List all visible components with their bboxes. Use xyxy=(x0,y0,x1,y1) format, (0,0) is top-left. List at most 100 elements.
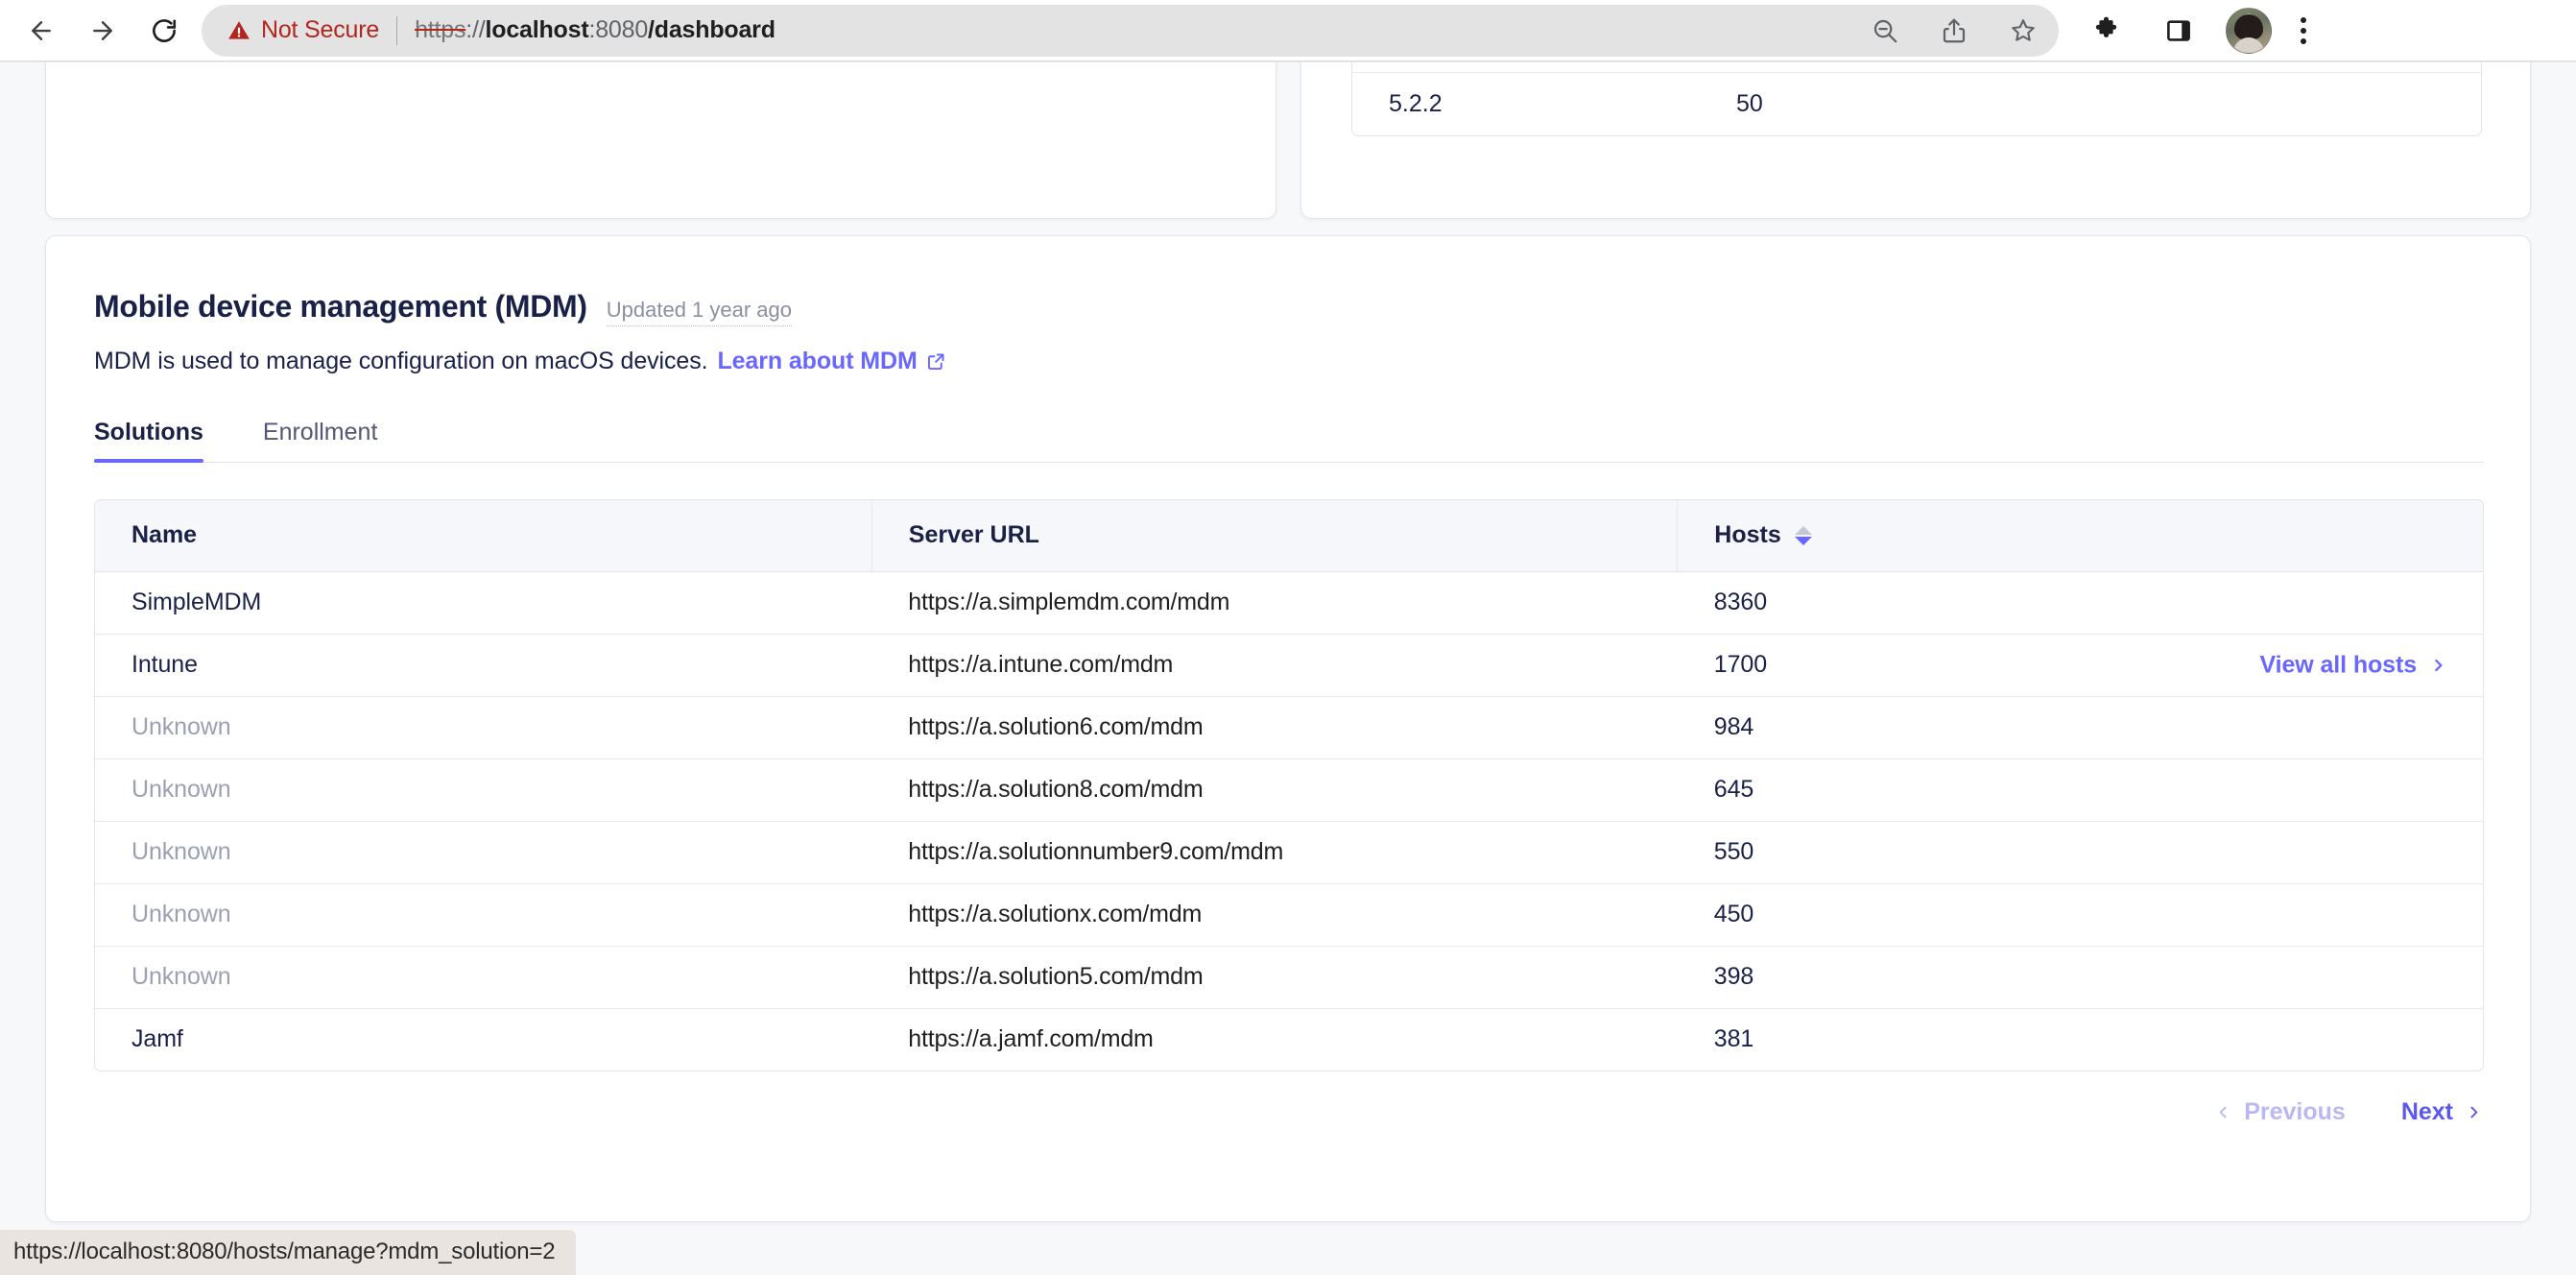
cell-server-url: https://a.solutionnumber9.com/mdm xyxy=(908,838,1284,865)
omnibox-actions xyxy=(1863,5,2045,57)
tab-solutions-label: Solutions xyxy=(94,419,203,445)
reload-icon[interactable] xyxy=(138,5,190,57)
table-row[interactable]: Intune https://a.intune.com/mdm 1700 Vie… xyxy=(95,634,2483,696)
cell-name: Unknown xyxy=(131,838,231,865)
cell-name: Jamf xyxy=(131,1025,183,1053)
cell-hosts: 645 xyxy=(1678,758,2483,821)
view-all-hosts-label: View all hosts xyxy=(2259,651,2418,678)
url-scheme: https xyxy=(415,16,466,43)
sort-descending-icon xyxy=(1794,536,1812,545)
cell-hosts-value: 984 xyxy=(1713,713,1754,740)
previous-page-button[interactable]: Previous xyxy=(2215,1098,2346,1126)
column-header-name-label: Name xyxy=(131,521,198,549)
cell-name: SimpleMDM xyxy=(131,589,262,615)
next-page-label: Next xyxy=(2400,1098,2453,1125)
url-path: /dashboard xyxy=(648,16,775,43)
hosts-sort-button[interactable]: Hosts xyxy=(1714,521,1812,549)
cell-server-url: https://a.solution8.com/mdm xyxy=(908,776,1204,803)
mdm-description-text: MDM is used to manage configuration on m… xyxy=(94,348,708,374)
cell-hosts: 450 xyxy=(1678,883,2483,946)
cell-server-url: https://a.solution6.com/mdm xyxy=(908,713,1204,740)
not-secure-label: Not Secure xyxy=(261,16,380,43)
cell-hosts-value: 550 xyxy=(1713,838,1754,865)
cell-hosts-value: 398 xyxy=(1713,963,1754,990)
chevron-right-icon xyxy=(2435,659,2443,671)
table-row[interactable]: SimpleMDM https://a.simplemdm.com/mdm 83… xyxy=(95,571,2483,634)
cell-server-url: https://a.simplemdm.com/mdm xyxy=(908,589,1230,615)
top-right-card: 5.2.3 112 5.2.2 50 xyxy=(1300,62,2531,219)
column-header-server-url[interactable]: Server URL xyxy=(871,500,1679,572)
bookmark-star-icon[interactable] xyxy=(2001,9,2045,53)
address-bar[interactable]: Not Secure https://localhost:8080/dashbo… xyxy=(202,4,2059,57)
table-row[interactable]: Unknown https://a.solution8.com/mdm 645 xyxy=(95,758,2483,821)
not-secure-indicator[interactable]: Not Secure xyxy=(227,16,379,44)
zoom-out-icon[interactable] xyxy=(1863,9,1907,53)
mdm-card-header: Mobile device management (MDM) Updated 1… xyxy=(46,236,2530,326)
table-row[interactable]: Unknown https://a.solution6.com/mdm 984 xyxy=(95,696,2483,758)
profile-avatar[interactable] xyxy=(2226,7,2272,54)
column-header-hosts-label: Hosts xyxy=(1714,521,1781,549)
top-left-card xyxy=(45,62,1276,219)
page-title: Mobile device management (MDM) xyxy=(94,289,587,324)
table-row[interactable]: Unknown https://a.solutionx.com/mdm 450 xyxy=(95,883,2483,946)
table-row[interactable]: Unknown https://a.solutionnumber9.com/md… xyxy=(95,821,2483,883)
view-all-hosts-link[interactable]: View all hosts xyxy=(2260,651,2446,679)
table-row[interactable]: Jamf https://a.jamf.com/mdm 381 xyxy=(95,1008,2483,1071)
table-header-row: Name Server URL Hosts xyxy=(95,500,2483,572)
cell-hosts-value: 381 xyxy=(1713,1025,1754,1053)
learn-about-mdm-label: Learn about MDM xyxy=(717,348,918,374)
cell-server-url: https://a.intune.com/mdm xyxy=(908,651,1174,678)
mdm-tabs: Solutions Enrollment xyxy=(94,419,2484,463)
cell-hosts-value: 450 xyxy=(1713,901,1754,927)
cell-name: Unknown xyxy=(131,713,231,740)
next-page-button[interactable]: Next xyxy=(2401,1098,2482,1126)
chevron-right-icon xyxy=(2470,1106,2478,1119)
table-row[interactable]: 5.2.3 112 xyxy=(1352,62,2481,73)
cell-name: Unknown xyxy=(131,963,231,990)
cell-name: Unknown xyxy=(131,901,231,927)
cell-server-url: https://a.solution5.com/mdm xyxy=(908,963,1204,990)
pagination-controls: Previous Next xyxy=(46,1098,2482,1126)
cell-hosts: 984 xyxy=(1678,696,2483,758)
url-text: https://localhost:8080/dashboard xyxy=(415,16,775,44)
column-header-server-url-label: Server URL xyxy=(908,521,1039,549)
os-versions-mini-table: 5.2.3 112 5.2.2 50 xyxy=(1351,62,2482,136)
omnibox-divider xyxy=(396,15,398,45)
tab-enrollment[interactable]: Enrollment xyxy=(263,419,378,462)
cell-hosts: 381 xyxy=(1678,1008,2483,1071)
back-arrow-icon[interactable] xyxy=(15,5,67,57)
forward-arrow-icon[interactable] xyxy=(77,5,129,57)
previous-page-label: Previous xyxy=(2244,1098,2346,1125)
count-cell: 50 xyxy=(1736,90,1763,117)
navigation-buttons xyxy=(15,5,190,57)
browser-right-actions xyxy=(2080,5,2314,57)
mdm-card: Mobile device management (MDM) Updated 1… xyxy=(45,235,2531,1222)
warning-triangle-icon xyxy=(228,20,250,39)
table-row[interactable]: 5.2.2 50 xyxy=(1352,73,2481,135)
tab-solutions[interactable]: Solutions xyxy=(94,419,203,463)
extensions-puzzle-icon[interactable] xyxy=(2080,5,2132,57)
cell-hosts: 398 xyxy=(1678,946,2483,1008)
url-port: :8080 xyxy=(588,16,649,43)
page-viewport: 5.2.3 112 5.2.2 50 Mobile device managem… xyxy=(0,62,2576,1275)
cell-hosts-value: 645 xyxy=(1713,776,1754,803)
table-row[interactable]: Unknown https://a.solution5.com/mdm 398 xyxy=(95,946,2483,1008)
column-header-name[interactable]: Name xyxy=(95,500,872,572)
cell-server-url: https://a.jamf.com/mdm xyxy=(908,1025,1154,1053)
cell-hosts: 8360 xyxy=(1678,571,2483,634)
cell-hosts: 550 xyxy=(1678,821,2483,883)
sort-ascending-icon xyxy=(1794,525,1812,535)
external-link-icon xyxy=(927,353,944,370)
last-updated-label[interactable]: Updated 1 year ago xyxy=(606,298,793,326)
cell-name: Unknown xyxy=(131,776,231,803)
column-header-hosts[interactable]: Hosts xyxy=(1677,500,2483,572)
cell-hosts-value: 1700 xyxy=(1713,651,1767,678)
side-panel-icon[interactable] xyxy=(2153,5,2205,57)
learn-about-mdm-link[interactable]: Learn about MDM xyxy=(717,348,945,375)
cell-server-url: https://a.solutionx.com/mdm xyxy=(908,901,1203,927)
table-body: SimpleMDM https://a.simplemdm.com/mdm 83… xyxy=(95,571,2483,1071)
share-icon[interactable] xyxy=(1932,9,1976,53)
three-dot-menu-icon[interactable] xyxy=(2293,10,2314,52)
chevron-left-icon xyxy=(2219,1106,2227,1119)
browser-toolbar: Not Secure https://localhost:8080/dashbo… xyxy=(0,0,2576,60)
